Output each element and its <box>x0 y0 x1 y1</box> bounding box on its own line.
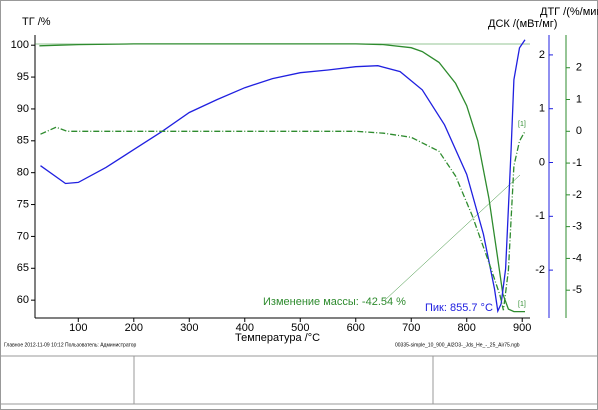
y-tick-label: 100 <box>11 39 29 51</box>
x-axis-label: Температура /°C <box>235 332 320 344</box>
y2-axis-label: ДСК /(мВт/мг) <box>488 18 557 30</box>
y-tick-label: 85 <box>17 135 29 147</box>
y3-tick-label: 0 <box>576 125 582 137</box>
footer: Главное 2012-11-09 10:12 Пользователь: А… <box>4 342 137 348</box>
annotation: [1] <box>518 301 526 308</box>
footer: 00335-simple_10_900_Al2O3-_Jds_He_-_25_A… <box>395 342 520 348</box>
y-axis-label: ТГ /% <box>22 16 51 28</box>
y2-tick-label: -1 <box>535 210 545 222</box>
y2-tick-label: 2 <box>539 49 545 61</box>
y-tick-label: 70 <box>17 230 29 242</box>
x-tick-label: 700 <box>402 322 420 334</box>
x-tick-label: 800 <box>458 322 476 334</box>
y3-tick-label: -1 <box>572 157 582 169</box>
series-line <box>40 126 526 311</box>
y2-tick-label: 0 <box>539 156 545 168</box>
y-tick-label: 95 <box>17 71 29 83</box>
annotation: Изменение массы: -42.54 % <box>263 296 406 308</box>
annotation-leader <box>384 174 521 301</box>
y2-tick-label: 1 <box>539 103 545 115</box>
y3-tick-label: 2 <box>576 62 582 74</box>
x-tick-label: 900 <box>513 322 531 334</box>
y3-axis-label: ДТГ /(%/мин) <box>540 6 598 18</box>
y-tick-label: 80 <box>17 167 29 179</box>
annotation: [1] <box>518 121 526 128</box>
y-tick-label: 60 <box>17 294 29 306</box>
annotation: Пик: 855.7 °C <box>425 302 493 314</box>
y3-tick-label: -3 <box>572 221 582 233</box>
x-tick-label: 600 <box>347 322 365 334</box>
x-tick-label: 100 <box>69 322 87 334</box>
y-tick-label: 65 <box>17 262 29 274</box>
series-line <box>40 39 526 314</box>
x-tick-label: 300 <box>180 322 198 334</box>
x-tick-label: 400 <box>236 322 254 334</box>
y2-tick-label: -2 <box>535 264 545 276</box>
y-tick-label: 90 <box>17 103 29 115</box>
series-line <box>39 43 525 313</box>
y3-tick-label: 1 <box>576 93 582 105</box>
y3-tick-label: -4 <box>572 252 582 264</box>
x-tick-label: 500 <box>291 322 309 334</box>
y3-tick-label: -2 <box>572 189 582 201</box>
x-tick-label: 200 <box>125 322 143 334</box>
y-tick-label: 75 <box>17 198 29 210</box>
y3-tick-label: -5 <box>572 284 582 296</box>
